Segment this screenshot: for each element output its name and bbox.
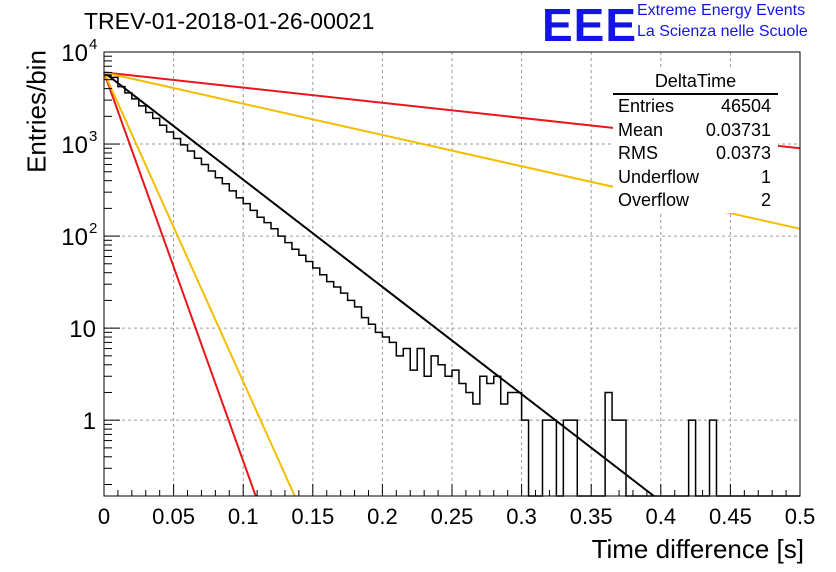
stats-value: 0.0373 — [715, 143, 771, 163]
eee-logo: EEE — [542, 0, 638, 51]
y-tick-exponent: 2 — [89, 220, 97, 237]
stats-row-mean: Mean 0.03731 — [613, 119, 778, 143]
stats-row-underflow: Underflow 1 — [613, 166, 778, 190]
stats-key: Entries — [618, 96, 675, 116]
stats-value: 2 — [760, 190, 771, 210]
x-tick-label: 0.4 — [646, 504, 677, 529]
stats-row-overflow: Overflow 2 — [613, 189, 778, 213]
y-tick-exponent: 3 — [89, 128, 97, 145]
x-axis-label: Time difference [s] — [591, 534, 804, 564]
x-tick-label: 0.2 — [367, 504, 398, 529]
y-tick-label: 10 — [69, 316, 96, 343]
stats-key: Overflow — [618, 190, 690, 210]
axes-layer: 0 0.05 0.1 0.15 0.2 0.25 0.3 0.35 0.4 0.45 0.5 1 10 1… — [61, 36, 815, 529]
y-axis-label: Entries/bin — [21, 50, 52, 173]
y-tick-exponent: 4 — [89, 36, 97, 53]
stats-row-entries: Entries 46504 — [613, 95, 778, 119]
x-tick-label: 0.35 — [570, 504, 613, 529]
stats-box: DeltaTime Entries 46504 Mean 0.03731 RMS… — [613, 70, 778, 213]
y-tick-label: 1 — [83, 408, 96, 435]
y-tick-label: 10 — [61, 224, 88, 251]
stats-value: 1 — [760, 166, 771, 187]
stats-key: Mean — [618, 119, 664, 140]
stats-value: 46504 — [720, 96, 771, 116]
y-tick-label: 10 — [61, 40, 88, 67]
x-tick-label: 0.1 — [228, 504, 259, 529]
x-tick-label: 0.25 — [431, 504, 474, 529]
logo-line-1: Extreme Energy Events — [637, 2, 806, 19]
x-tick-label: 0.5 — [785, 504, 816, 529]
logo-line-2: La Scienza nelle Scuole — [637, 23, 808, 40]
stats-title: DeltaTime — [613, 70, 778, 95]
x-tick-label: 0.15 — [291, 504, 334, 529]
stats-row-rms: RMS 0.0373 — [613, 142, 778, 166]
x-tick-label: 0.05 — [152, 504, 195, 529]
fit-line — [103, 72, 257, 497]
stats-key: Underflow — [618, 166, 700, 187]
x-tick-label: 0.45 — [709, 504, 752, 529]
x-tick-label: 0.3 — [506, 504, 537, 529]
fit-lines-layer — [103, 71, 801, 497]
fit-line — [103, 72, 296, 497]
chart-title: TREV-01-2018-01-26-00021 — [84, 8, 375, 34]
x-tick-label: 0 — [98, 504, 110, 529]
stats-key: RMS — [618, 143, 658, 163]
stats-value: 0.03731 — [705, 119, 771, 140]
y-tick-label: 10 — [61, 132, 88, 159]
fit-line — [103, 71, 655, 497]
